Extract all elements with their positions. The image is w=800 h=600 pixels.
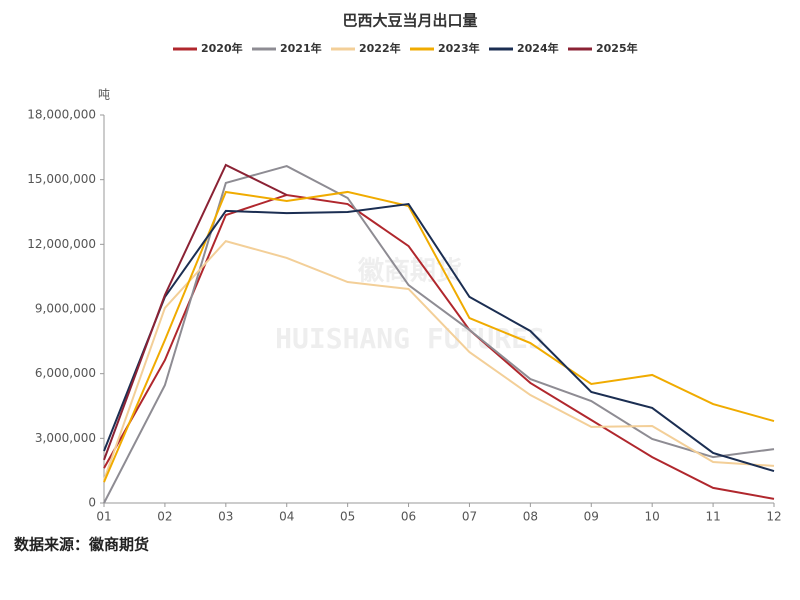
y-unit: 吨 <box>98 88 110 102</box>
legend-label: 2023年 <box>438 41 480 55</box>
legend-label: 2020年 <box>201 41 243 55</box>
chart-title: 巴西大豆当月出口量 <box>342 12 477 30</box>
y-tick-label: 9,000,000 <box>35 302 96 316</box>
series-line <box>103 239 775 481</box>
x-tick-label: 02 <box>157 510 172 524</box>
series-line <box>103 193 775 500</box>
legend-label: 2025年 <box>596 41 638 55</box>
y-tick-label: 18,000,000 <box>27 108 96 122</box>
legend-label: 2021年 <box>280 41 322 55</box>
x-tick-label: 09 <box>584 510 599 524</box>
x-tick-label: 01 <box>96 510 111 524</box>
series-line <box>103 202 775 473</box>
x-tick-label: 10 <box>645 510 660 524</box>
x-tick-label: 05 <box>340 510 355 524</box>
x-tick-label: 06 <box>401 510 416 524</box>
y-tick-label: 0 <box>88 496 96 510</box>
x-tick-label: 12 <box>766 510 781 524</box>
legend-label: 2024年 <box>517 41 559 55</box>
y-tick-label: 12,000,000 <box>27 237 96 251</box>
y-tick-label: 6,000,000 <box>35 366 96 380</box>
x-tick-label: 11 <box>705 510 720 524</box>
series-line <box>103 163 288 461</box>
legend-label: 2022年 <box>359 41 401 55</box>
x-tick-label: 04 <box>279 510 294 524</box>
source: 数据来源：徽商期货 <box>14 536 149 554</box>
y-tick-label: 15,000,000 <box>27 172 96 186</box>
series-line <box>103 190 775 483</box>
x-tick-label: 03 <box>218 510 233 524</box>
y-tick-label: 3,000,000 <box>35 431 96 445</box>
watermark: HUISHANG FUTURES <box>275 322 545 355</box>
x-tick-label: 07 <box>462 510 477 524</box>
x-tick-label: 08 <box>523 510 538 524</box>
